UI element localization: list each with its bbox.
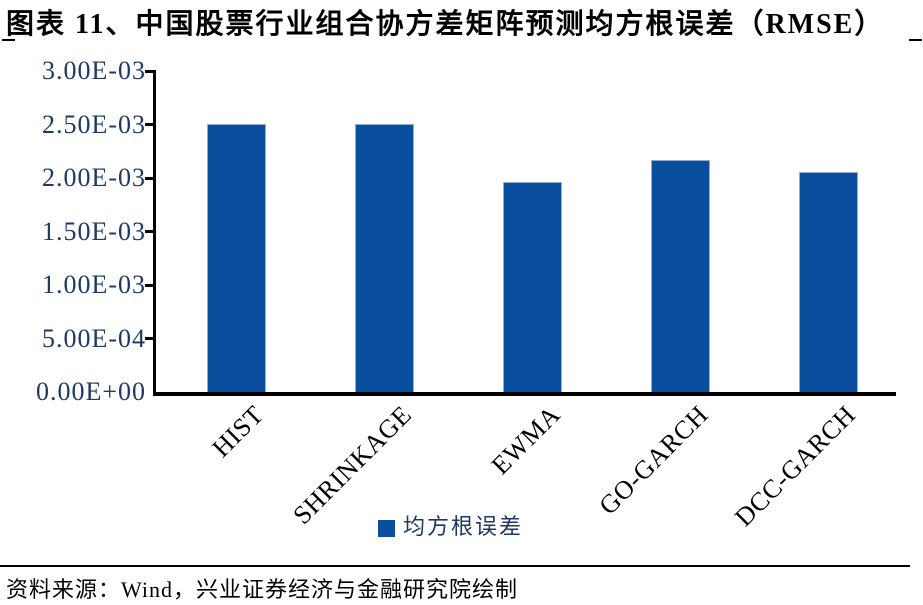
y-axis-tick: [145, 283, 156, 287]
page-edge-mark-right: [909, 39, 922, 41]
chart-title: 图表 11、中国股票行业组合协方差矩阵预测均方根误差（RMSE）: [6, 9, 885, 40]
bar-ewma: [502, 182, 562, 392]
bar-shrinkage: [354, 124, 414, 392]
x-axis-label-dcc-garch: DCC-GARCH: [729, 400, 862, 532]
bar-dcc-garch: [798, 172, 858, 392]
y-axis-tick: [145, 230, 156, 233]
page-edge-mark-left: [2, 39, 15, 41]
y-axis-tick-label: 2.50E-03: [41, 109, 146, 139]
y-axis-tick: [145, 123, 156, 126]
y-axis-tick-label: 0.00E+00: [35, 377, 146, 406]
y-axis-tick-label: 1.00E-03: [41, 270, 146, 299]
footer-divider: [0, 565, 910, 567]
plot-area: [145, 69, 896, 396]
x-axis-label-hist: HIST: [206, 400, 270, 463]
y-axis-tick: [145, 337, 156, 340]
bar-go-garch: [650, 160, 710, 392]
y-axis-tick-label: 2.00E-03: [41, 163, 146, 192]
y-axis-tick-label: 3.00E-03: [41, 56, 146, 85]
legend-marker-icon: [378, 519, 395, 537]
y-axis-tick: [145, 69, 156, 73]
legend: 均方根误差: [378, 509, 523, 541]
y-axis-tick-label: 5.00E-04: [41, 323, 146, 353]
bar-hist: [206, 124, 266, 392]
y-axis-tick-label: 1.50E-03: [41, 216, 146, 246]
y-axis-tick: [145, 176, 156, 180]
x-axis-label-ewma: EWMA: [485, 400, 566, 481]
source-note: 资料来源：Wind，兴业证券经济与金融研究院绘制: [6, 577, 518, 602]
x-axis-label-go-garch: GO-GARCH: [593, 400, 714, 521]
legend-label: 均方根误差: [403, 514, 524, 539]
